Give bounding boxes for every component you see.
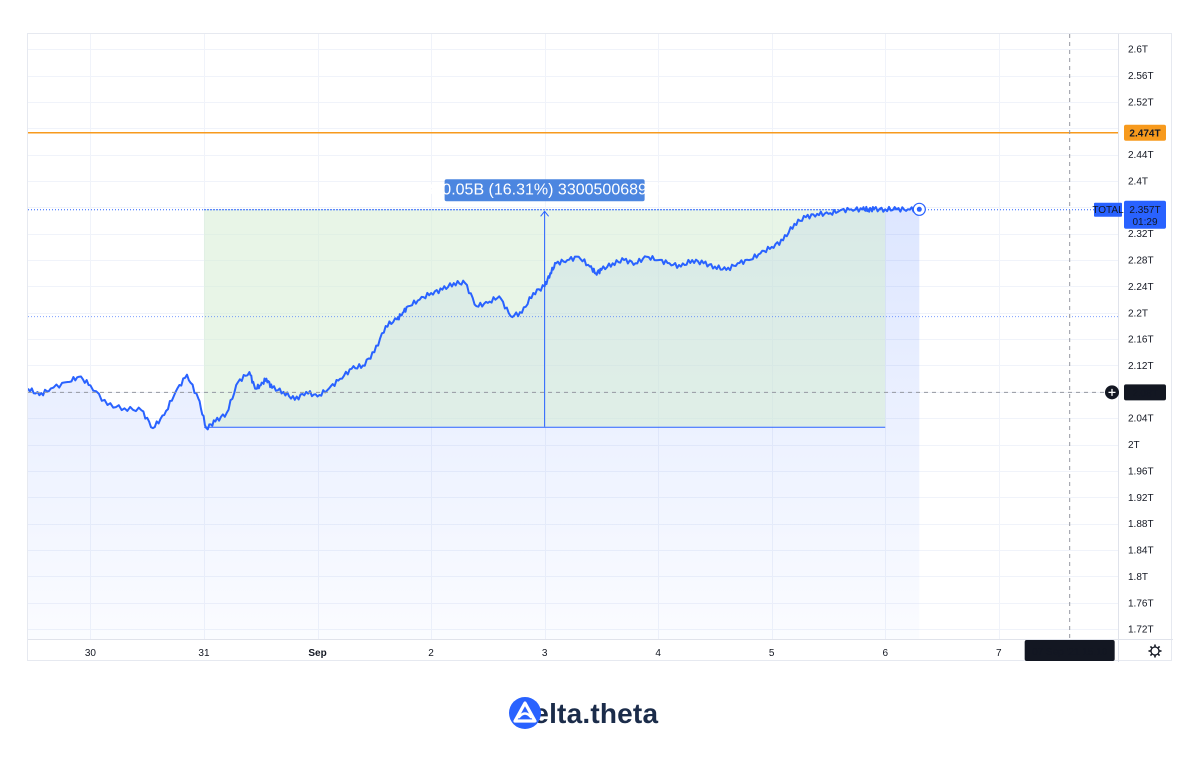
x-axis-tick-label: 3: [542, 648, 548, 659]
series-line-total: [28, 205, 920, 431]
x-axis-tick-label: 2: [428, 648, 434, 659]
measure-label-box: [444, 179, 645, 202]
series-name-label: TOTAL: [1092, 205, 1124, 216]
chart-frame[interactable]: 330.05B (16.31%) 330050068977 2.474T 2.6T 2…: [27, 33, 1173, 662]
bar-countdown-label: 01:29: [1132, 217, 1157, 228]
x-axis-tick-label: 30: [85, 648, 97, 659]
x-axis-tick-label: 6: [882, 648, 888, 659]
y-axis-tick-label: 2.24T: [1128, 282, 1154, 293]
y-axis-tick-label: 2T: [1128, 440, 1140, 451]
y-axis-tick-label: 1.88T: [1128, 519, 1154, 530]
crosshair-time-tag: [1024, 640, 1115, 661]
y-axis-tick-label: 2.32T: [1128, 229, 1154, 240]
delta-theta-logo-icon: [509, 697, 541, 729]
y-axis-tick-label: 1.76T: [1128, 598, 1154, 609]
measure-label: 330.05B (16.31%) 330050068977: [425, 181, 665, 198]
y-axis-tick-label: 1.84T: [1128, 546, 1154, 557]
x-axis-tick-label: 5: [769, 648, 775, 659]
price-chart[interactable]: 330.05B (16.31%) 330050068977 2.474T 2.6T 2…: [28, 34, 1173, 662]
gear-tooth: [1149, 653, 1153, 657]
crosshair-price-tag: [1124, 384, 1166, 401]
crosshair-time-label: 07 Sep '21 15:10: [1032, 647, 1108, 658]
level-price-label: 2.474T: [1129, 129, 1160, 140]
y-axis-tick-label: 2.2T: [1128, 308, 1148, 319]
gear-tooth: [1157, 653, 1161, 657]
y-axis-tick-label: 2.12T: [1128, 361, 1154, 372]
y-axis-tick-label: 2.4T: [1128, 176, 1148, 187]
gear-icon[interactable]: [1150, 646, 1160, 656]
gear-tooth: [1157, 645, 1161, 649]
y-axis-tick-label: 1.8T: [1128, 572, 1148, 583]
x-axis-tick-label: 31: [198, 648, 210, 659]
x-axis-tick-label: 4: [655, 648, 661, 659]
y-axis-tick-label: 1.92T: [1128, 493, 1154, 504]
y-axis-tick-label: 2.52T: [1128, 97, 1154, 108]
x-axis-tick-label: Sep: [308, 648, 326, 659]
y-axis-tick-label: 1.96T: [1128, 466, 1154, 477]
last-price-tag: [1124, 200, 1166, 229]
y-axis-tick-label: 2.6T: [1128, 45, 1148, 56]
plus-icon: [1108, 388, 1116, 396]
last-point-dot: [916, 206, 922, 212]
series-name-tag: [1094, 202, 1122, 217]
crosshair-price-label: 2.08T: [1132, 388, 1158, 399]
y-axis-tick-label: 2.28T: [1128, 256, 1154, 267]
level-price-tag: [1124, 124, 1166, 141]
y-axis-tick-label: 2.16T: [1128, 335, 1154, 346]
measure-arrow-head: [540, 210, 550, 217]
y-axis-tick-label: 2.56T: [1128, 71, 1154, 82]
x-axis-tick-label: 7: [996, 648, 1002, 659]
last-price-label: 2.357T: [1129, 205, 1160, 216]
gear-tooth: [1149, 645, 1153, 649]
y-axis-tick-label: 1.72T: [1128, 625, 1154, 636]
y-axis-tick-label: 2.44T: [1128, 150, 1154, 161]
y-axis-tick-label: 2.04T: [1128, 414, 1154, 425]
brand-logo: delta.theta: [508, 696, 658, 732]
